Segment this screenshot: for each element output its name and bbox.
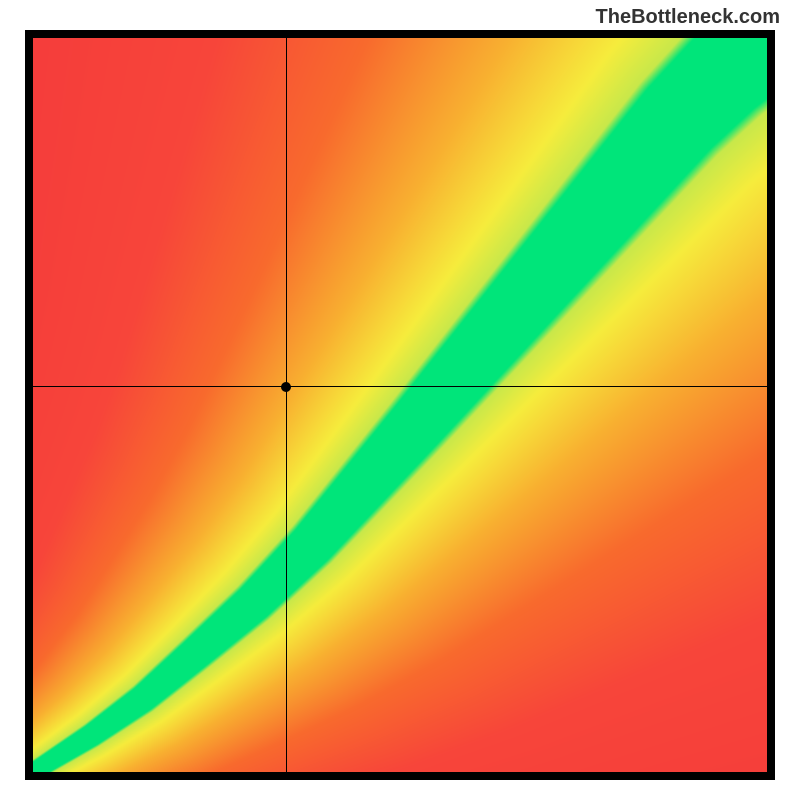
chart-frame (25, 30, 775, 780)
heatmap-canvas (33, 38, 767, 772)
plot-area (33, 38, 767, 772)
watermark-text: TheBottleneck.com (596, 6, 780, 29)
crosshair-horizontal (33, 386, 767, 387)
crosshair-vertical (286, 38, 287, 772)
marker-dot (281, 382, 291, 392)
